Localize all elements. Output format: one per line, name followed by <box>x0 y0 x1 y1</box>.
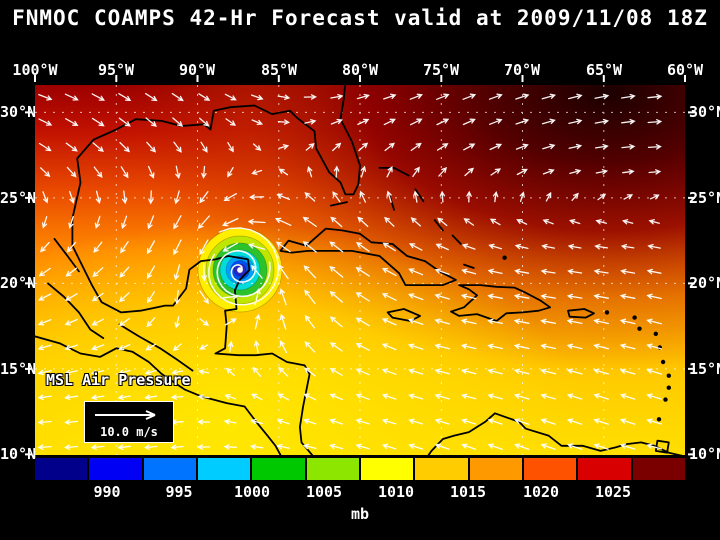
colorbar-cell <box>523 458 577 480</box>
colorbar-cell <box>415 458 468 480</box>
lon-tick-label: 80°W <box>341 61 379 79</box>
colorbar-cell <box>252 458 305 480</box>
page-title: FNMOC COAMPS 42-Hr Forecast valid at 200… <box>12 6 708 30</box>
colorbar-cell <box>89 458 142 480</box>
pressure-map-svg <box>25 75 695 456</box>
colorbar <box>35 458 685 480</box>
colorbar-tick-label: 1000 <box>233 483 271 501</box>
lat-tick-label-left: 10°N <box>0 445 37 463</box>
axis-ticks-layer <box>25 75 695 456</box>
lon-tick-label: 100°W <box>12 61 58 79</box>
colorbar-cell <box>35 458 88 480</box>
lon-tick-label: 70°W <box>503 61 541 79</box>
map-area <box>25 75 695 456</box>
lat-tick-label-left: 15°N <box>0 360 37 378</box>
lat-tick-label-right: 20°N <box>689 274 720 292</box>
colorbar-unit-label: mb <box>350 505 370 523</box>
colorbar-tick-label: 995 <box>165 483 193 501</box>
lon-tick-label: 95°W <box>97 61 135 79</box>
lat-tick-label-left: 20°N <box>0 274 37 292</box>
lon-tick-label: 75°W <box>422 61 460 79</box>
colorbar-tick-label: 1005 <box>305 483 343 501</box>
colorbar-cell <box>197 458 251 480</box>
lon-tick-label: 85°W <box>260 61 298 79</box>
wind-arrows-layer <box>37 92 663 450</box>
lat-tick-label-right: 15°N <box>689 360 720 378</box>
colorbar-tick-label: 1025 <box>594 483 632 501</box>
lat-tick-label-left: 30°N <box>0 103 37 121</box>
colorbar-cell <box>632 458 685 480</box>
colorbar-tick-label: 1010 <box>377 483 415 501</box>
colorbar-cell <box>578 458 631 480</box>
lon-tick-label: 60°W <box>666 61 704 79</box>
colorbar-cell <box>360 458 414 480</box>
lon-tick-label: 90°W <box>178 61 216 79</box>
colorbar-cell <box>469 458 522 480</box>
colorbar-tick-label: 1020 <box>522 483 560 501</box>
colorbar-tick-label: 1015 <box>449 483 487 501</box>
wind-scale-arrow <box>95 410 156 420</box>
colorbar-tick-label: 990 <box>93 483 121 501</box>
colorbar-cell <box>143 458 196 480</box>
wind-scale-box: 10.0 m/s <box>84 401 174 443</box>
lon-tick-label: 65°W <box>585 61 623 79</box>
lat-tick-label-right: 10°N <box>689 445 720 463</box>
colorbar-cell <box>306 458 359 480</box>
wind-scale-label: 10.0 m/s <box>100 425 158 439</box>
msl-pressure-label: MSL Air Pressure <box>46 371 191 389</box>
small-islands-layer <box>502 255 671 422</box>
lat-tick-label-right: 30°N <box>689 103 720 121</box>
lat-tick-label-left: 25°N <box>0 189 37 207</box>
lat-tick-label-right: 25°N <box>689 189 720 207</box>
